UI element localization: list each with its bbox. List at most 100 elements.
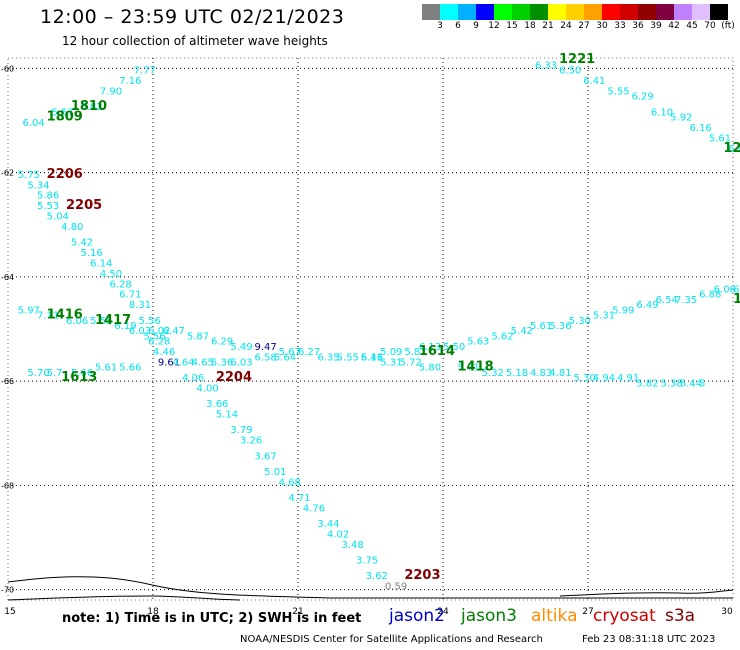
pass-id-label: 2205 [66, 198, 102, 213]
swh-value: 7.90 [100, 86, 122, 97]
swh-value: 5.32 [482, 368, 504, 379]
pass-id-label: 1614 [419, 344, 455, 359]
swh-value: 5.75 [18, 170, 40, 181]
map-frame [7, 57, 734, 601]
swh-value: 3.44 [317, 519, 339, 530]
pass-id-label: 1810 [71, 99, 107, 114]
swh-value: 4.06 [182, 373, 204, 384]
swh-value: 5.30 [569, 316, 591, 327]
swh-value: 7.16 [119, 76, 141, 87]
swh-value: 5.87 [187, 331, 209, 342]
swh-value: 6.00 [728, 144, 740, 155]
color-swatch [584, 4, 602, 20]
swh-value: 6.27 [298, 347, 320, 358]
color-scale-label: 36 [632, 21, 644, 31]
color-scale-label: 39 [650, 21, 662, 31]
swh-value: 5.66 [119, 363, 141, 374]
swh-value: 5.44 [680, 378, 702, 389]
map-title: 12:00 – 23:59 UTC 02/21/2023 [40, 6, 345, 28]
swh-value: 6.58 [255, 352, 277, 363]
swh-value: 6.50 [559, 66, 581, 77]
y-tick-label: -68 [1, 481, 14, 490]
color-swatch [602, 4, 620, 20]
color-swatch [710, 4, 728, 20]
swh-value: 8.31 [129, 300, 151, 311]
credit-line: NOAA/NESDIS Center for Satellite Applica… [240, 634, 543, 645]
swh-value: 6.47 [163, 326, 185, 337]
swh-value: 5.86 [37, 191, 59, 202]
x-tick-label: 21 [292, 607, 303, 617]
swh-value: 5.64 [274, 352, 296, 363]
swh-value: 4.91 [617, 373, 639, 384]
swh-value: 5.99 [612, 305, 634, 316]
swh-value: 4.50 [100, 269, 122, 280]
swh-value: 7.35 [675, 295, 697, 306]
color-swatch [476, 4, 494, 20]
color-swatch [512, 4, 530, 20]
swh-value: 5.7 [47, 368, 63, 379]
swh-value: 4.71 [288, 493, 310, 504]
color-scale-bar [422, 4, 728, 20]
color-scale-label: (ft) [721, 21, 735, 31]
color-swatch [566, 4, 584, 20]
pass-id-label: 1809 [47, 110, 83, 125]
x-tick-label: 24 [437, 607, 449, 617]
swh-value: 6.10 [651, 107, 673, 118]
swh-value: 6.16 [690, 123, 712, 134]
swh-value: 4.80 [61, 222, 83, 233]
swh-value: 7.77 [134, 66, 156, 77]
swh-value: 5.42 [71, 238, 93, 249]
color-swatch [548, 4, 566, 20]
legend-jason3: jason3 [461, 606, 517, 626]
swh-value: 5.82 [636, 378, 658, 389]
pass-id-label: 1221 [559, 52, 595, 67]
swh-value: 3.67 [255, 451, 277, 462]
swh-value: 9.47 [255, 342, 277, 353]
swh-value: 6.82 [81, 102, 103, 113]
swh-value: 5.56 [139, 316, 161, 327]
swh-value: 5.50 [443, 342, 465, 353]
swh-value: 7.11 [37, 311, 59, 322]
x-tick-label: 30 [721, 607, 733, 617]
swh-value: 5.04 [47, 212, 69, 223]
swh-value: 5.55 [90, 316, 112, 327]
swh-value: 5.62 [491, 331, 513, 342]
swh-value: 3.66 [206, 399, 228, 410]
swh-value: 6.16 [361, 352, 383, 363]
swh-value: 6.03 [129, 326, 151, 337]
legend-cryosat: cryosat [593, 606, 656, 626]
coastline [559, 589, 734, 597]
coastline [7, 576, 733, 599]
swh-value: 6.41 [583, 76, 605, 87]
color-scale-label: 6 [455, 21, 461, 31]
swh-value: 4.65 [192, 357, 214, 368]
color-swatch [620, 4, 638, 20]
color-scale-label: 30 [596, 21, 608, 31]
swh-value: 4.68 [279, 477, 301, 488]
y-tick-label: -64 [1, 273, 14, 282]
swh-value: 6.02 [148, 326, 170, 337]
y-tick-label: -62 [1, 169, 14, 178]
color-scale-label: 15 [506, 21, 518, 31]
swh-value: 0.59 [385, 582, 407, 593]
swh-value: 5.42 [511, 326, 533, 337]
swh-value: 5.36 [211, 357, 233, 368]
swh-value: 5.63 [467, 337, 489, 348]
color-scale-label: 12 [488, 21, 500, 31]
x-tick-label: 15 [4, 607, 15, 617]
coastline [7, 595, 241, 601]
swh-value: 5.30 [574, 373, 596, 384]
pass-id-label: 2204 [216, 370, 252, 385]
y-tick-label: -66 [1, 377, 14, 386]
legend-jason2: jason2 [389, 606, 445, 626]
swh-value: 9.61 [158, 357, 180, 368]
swh-value: 5.36 [549, 321, 571, 332]
swh-value: 6.29 [211, 337, 233, 348]
swh-value: 6.19 [114, 321, 136, 332]
pass-id-label: 2206 [47, 167, 83, 182]
y-tick-label: -70 [1, 586, 14, 595]
swh-value: 5.41 [361, 352, 383, 363]
swh-value: 5.53 [37, 201, 59, 212]
swh-value: 6.03 [230, 357, 252, 368]
